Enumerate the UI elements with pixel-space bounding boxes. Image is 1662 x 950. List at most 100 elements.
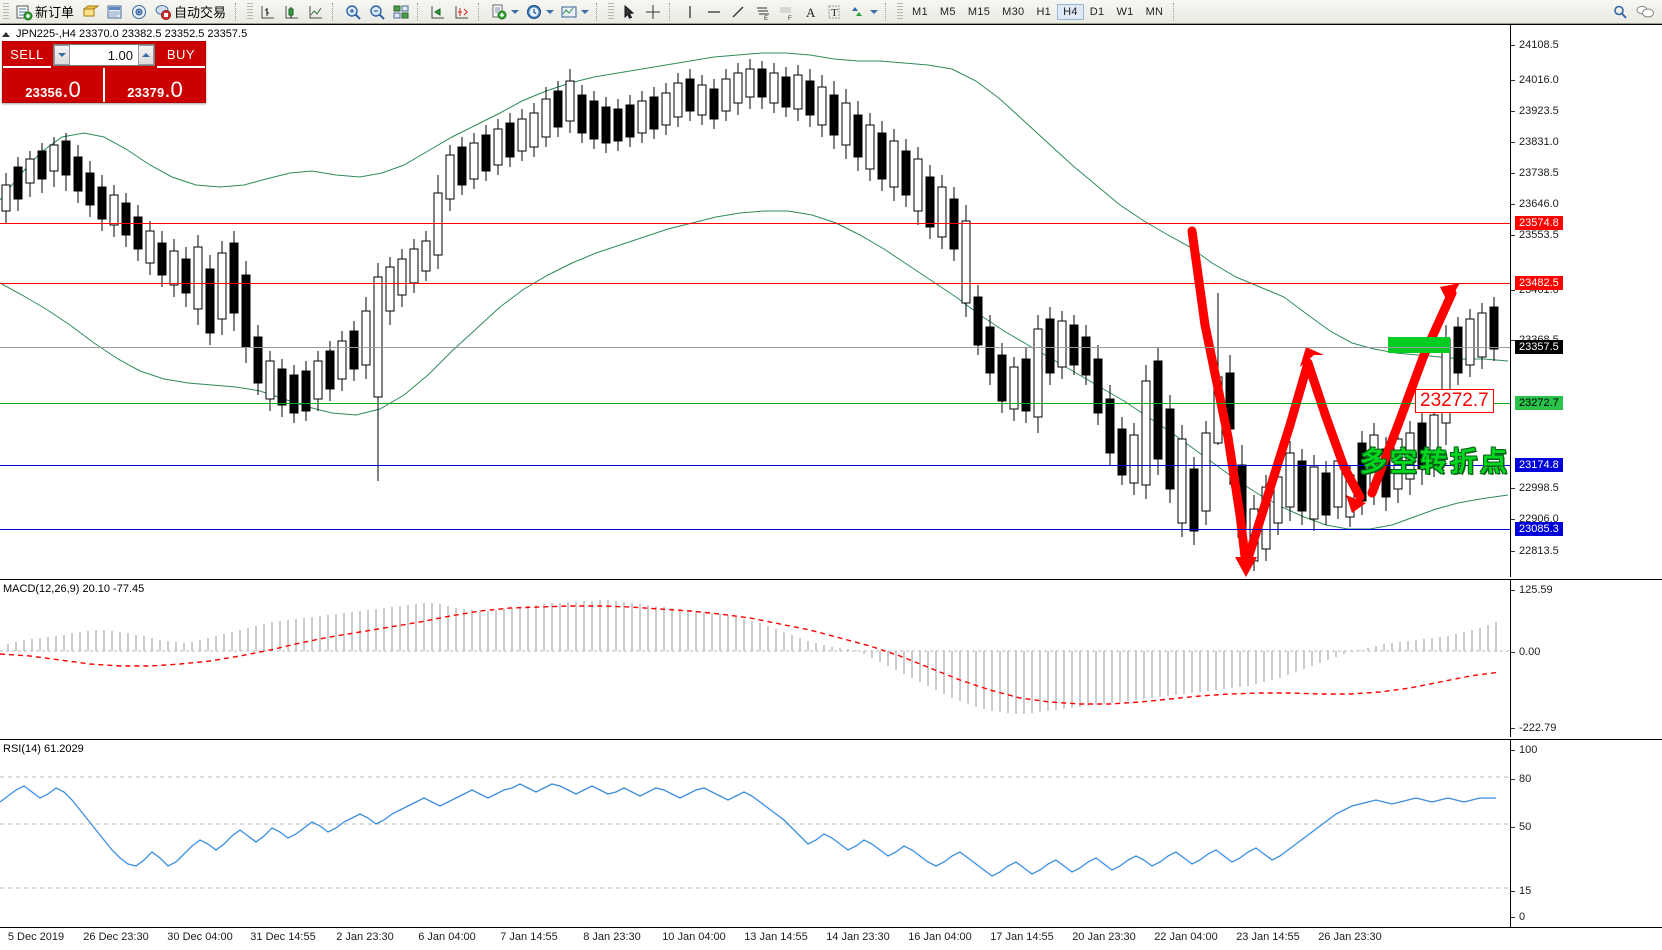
collapse-icon[interactable] <box>2 31 10 37</box>
timeframe-h4[interactable]: H4 <box>1057 3 1084 20</box>
zoom-in-button[interactable] <box>341 1 365 23</box>
cursor-button[interactable] <box>617 1 641 23</box>
price-tag-last: 23357.5 <box>1515 340 1563 354</box>
resistance-line-23482[interactable] <box>0 283 1510 284</box>
toolbar-separator-4 <box>478 2 483 21</box>
timeframe-w1[interactable]: W1 <box>1116 5 1134 18</box>
support-line-23085[interactable] <box>0 529 1510 530</box>
y-tick: 22998.5 <box>1511 482 1559 494</box>
equidistant-channel-button[interactable]: F <box>774 1 798 23</box>
macd-pane[interactable]: MACD(12,26,9) 20.10 -77.45 125.59 0.00 -… <box>0 579 1662 737</box>
timeframe-mn[interactable]: MN <box>1145 5 1164 18</box>
new-order-label: 新订单 <box>35 5 75 20</box>
fibonacci-button[interactable]: E <box>750 1 774 23</box>
rsi-y-axis[interactable]: 100 80 50 15 0 <box>1510 740 1662 950</box>
auto-scroll-icon <box>453 3 471 21</box>
rsi-y-tick: 100 <box>1510 744 1538 756</box>
sell-button[interactable]: SELL <box>3 42 51 68</box>
x-tick: 6 Jan 04:00 <box>418 931 476 943</box>
buy-button[interactable]: BUY <box>157 42 205 68</box>
auto-trading-button[interactable]: 自动交易 <box>151 1 231 23</box>
time-axis[interactable]: 5 Dec 2019 26 Dec 23:30 30 Dec 04:00 31 … <box>0 927 1662 950</box>
navigator-icon <box>130 3 148 21</box>
shapes-button[interactable] <box>846 1 881 23</box>
templates-dropdown-arrow[interactable] <box>581 9 590 14</box>
drawing-toolbar-gripper[interactable] <box>608 2 615 21</box>
price-candlestick-svg <box>0 52 1509 577</box>
volume-stepper[interactable]: 1.00 <box>53 44 155 66</box>
search-button[interactable] <box>1608 1 1632 23</box>
buy-price[interactable]: 23379 .0 <box>103 68 205 102</box>
profiles-button[interactable] <box>79 1 103 23</box>
y-tick: 23646.0 <box>1511 198 1559 210</box>
macd-histogram <box>7 600 1497 714</box>
pivot-box-marker <box>1388 337 1450 353</box>
timeframe-m15[interactable]: M15 <box>967 5 991 18</box>
x-tick: 26 Dec 23:30 <box>83 931 149 943</box>
text-label-button[interactable]: T <box>822 1 846 23</box>
price-tag-resistance-2: 23482.5 <box>1515 276 1563 290</box>
market-watch-button[interactable] <box>103 1 127 23</box>
rsi-y-tick: 0 <box>1510 911 1526 923</box>
pivot-line-23272[interactable] <box>0 403 1510 404</box>
rsi-y-tick: 80 <box>1510 773 1532 785</box>
support-line-23174[interactable] <box>0 465 1510 466</box>
one-click-trading-panel[interactable]: SELL 1.00 BUY 23356 .0 23379 .0 <box>2 41 206 103</box>
chart-toolbar-gripper[interactable] <box>247 2 254 21</box>
crosshair-icon <box>644 3 662 21</box>
timeframe-d1[interactable]: D1 <box>1089 5 1105 18</box>
horizontal-line-button[interactable] <box>702 1 726 23</box>
timeframe-button[interactable] <box>522 1 557 23</box>
templates-button[interactable] <box>557 1 592 23</box>
x-tick: 8 Jan 23:30 <box>583 931 641 943</box>
vertical-line-button[interactable] <box>678 1 702 23</box>
timeframe-toolbar-gripper[interactable] <box>897 2 904 21</box>
sell-price-frac: .0 <box>62 77 81 102</box>
chat-icon <box>1635 3 1654 21</box>
timeframe-m30[interactable]: M30 <box>1002 5 1025 18</box>
macd-svg <box>0 600 1510 714</box>
bar-chart-button[interactable] <box>256 1 280 23</box>
add-indicator-dropdown-arrow[interactable] <box>511 9 520 14</box>
line-chart-button[interactable] <box>304 1 328 23</box>
timeframe-dropdown-arrow[interactable] <box>546 9 555 14</box>
chart-window[interactable]: 多空转折点 23272.7 24108.5 24016.0 23923.5 23… <box>0 24 1662 950</box>
timeframe-m1[interactable]: M1 <box>912 5 928 18</box>
trendline-button[interactable] <box>726 1 750 23</box>
macd-y-axis[interactable]: 125.59 0.00 -222.79 <box>1510 580 1662 737</box>
candlestick-chart-button[interactable] <box>280 1 304 23</box>
price-plot-area[interactable]: 多空转折点 23272.7 <box>0 25 1510 577</box>
shift-end-button[interactable] <box>426 1 450 23</box>
navigator-button[interactable] <box>127 1 151 23</box>
volume-decrease-button[interactable] <box>54 45 70 65</box>
shapes-dropdown-arrow[interactable] <box>870 9 879 14</box>
text-icon: A <box>801 3 819 21</box>
rsi-pane[interactable]: RSI(14) 61.2029 100 80 50 15 0 <box>0 739 1662 950</box>
tile-windows-button[interactable] <box>389 1 413 23</box>
candlestick-chart-icon <box>283 3 301 21</box>
toolbar-separator-6 <box>669 2 674 21</box>
new-order-button[interactable]: 新订单 <box>12 1 79 23</box>
timeframe-h1[interactable]: H1 <box>1036 5 1052 18</box>
y-tick: 23831.0 <box>1511 136 1559 148</box>
x-tick: 13 Jan 14:55 <box>744 931 808 943</box>
crosshair-button[interactable] <box>641 1 665 23</box>
price-pane[interactable]: 多空转折点 23272.7 24108.5 24016.0 23923.5 23… <box>0 25 1662 577</box>
auto-scroll-button[interactable] <box>450 1 474 23</box>
add-indicator-button[interactable] <box>487 1 522 23</box>
zoom-out-button[interactable] <box>365 1 389 23</box>
sell-price[interactable]: 23356 .0 <box>3 68 103 102</box>
chat-button[interactable] <box>1632 1 1656 23</box>
timeframe-m5[interactable]: M5 <box>939 5 956 18</box>
toolbar-separator-3 <box>417 2 422 21</box>
cursor-icon <box>620 3 638 21</box>
volume-value[interactable]: 1.00 <box>107 47 133 63</box>
volume-increase-button[interactable] <box>138 45 154 65</box>
rsi-plot-area[interactable] <box>0 740 1510 950</box>
x-tick: 10 Jan 04:00 <box>662 931 726 943</box>
macd-plot-area[interactable] <box>0 580 1510 737</box>
toolbar-gripper[interactable] <box>3 2 9 21</box>
price-y-axis[interactable]: 24108.5 24016.0 23923.5 23831.0 23738.5 … <box>1510 25 1662 577</box>
text-button[interactable]: A <box>798 1 822 23</box>
resistance-line-23574[interactable] <box>0 223 1510 224</box>
